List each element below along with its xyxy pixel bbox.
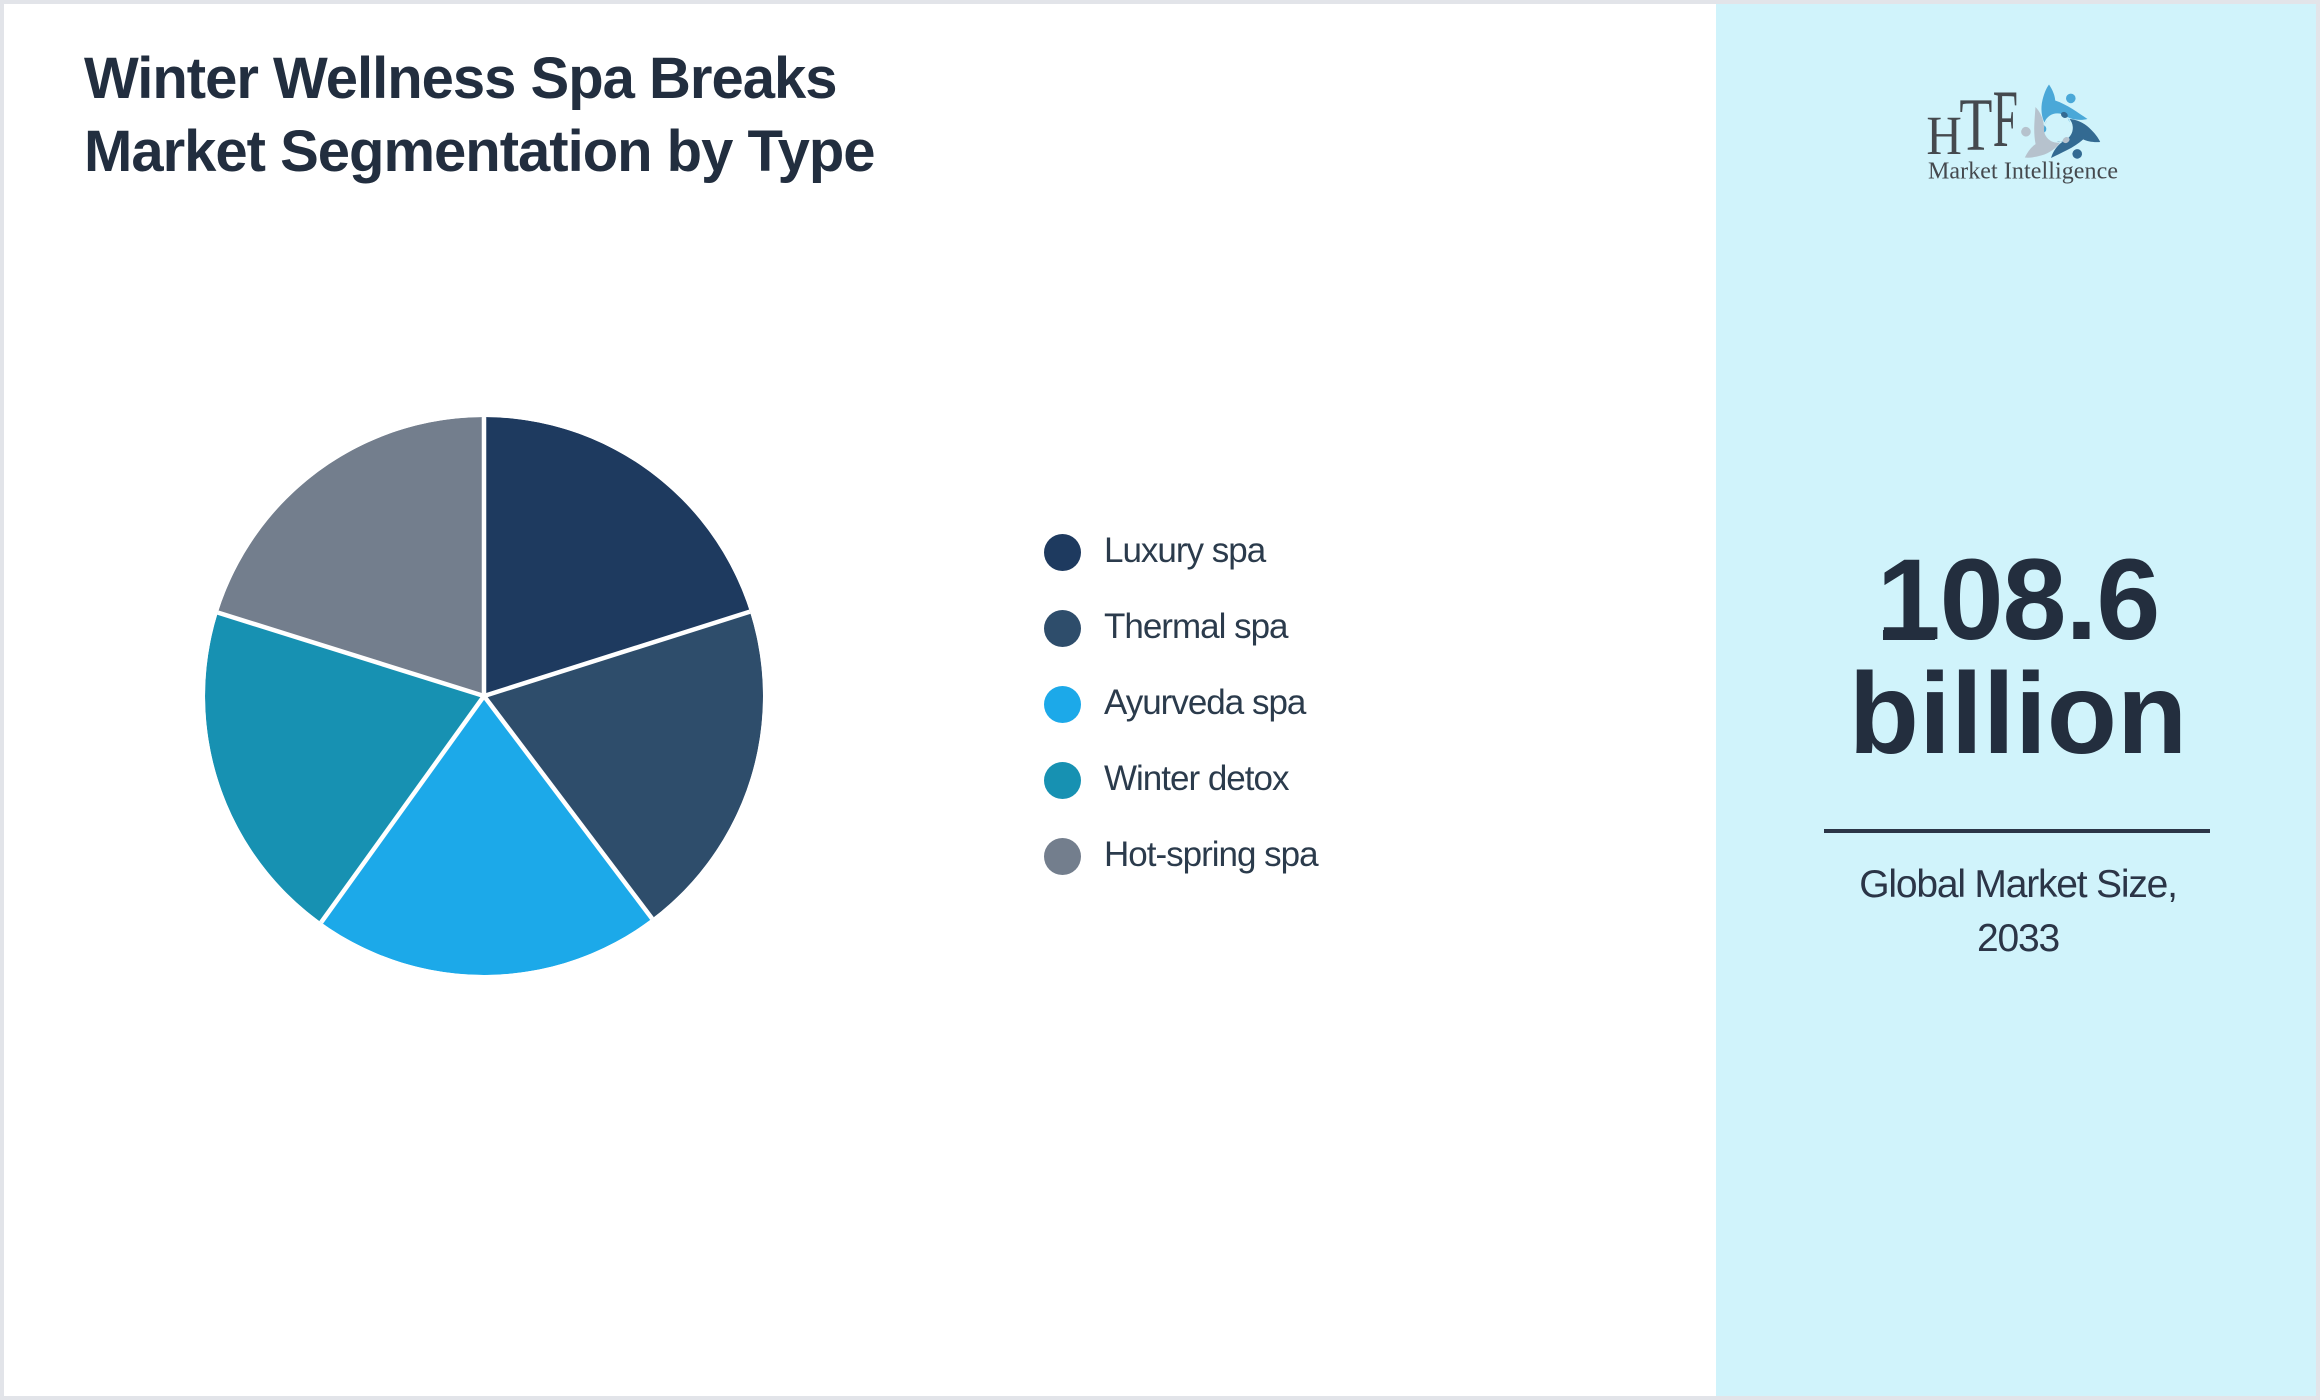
svg-text:H: H [1926, 106, 1962, 167]
svg-text:Market Intelligence: Market Intelligence [1928, 159, 2118, 185]
svg-text:T: T [1959, 84, 1992, 167]
svg-text:F: F [1993, 73, 2018, 164]
